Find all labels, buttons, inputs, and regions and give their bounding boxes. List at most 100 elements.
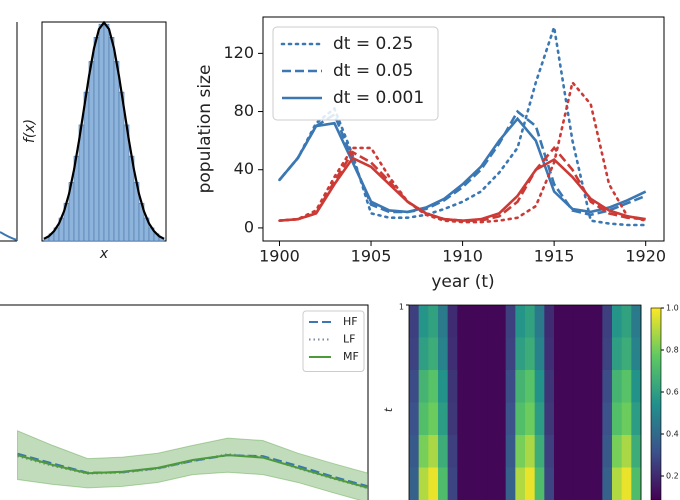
colorbar-tick-label: 0.4 — [666, 430, 679, 439]
heatmap-cell — [486, 337, 497, 371]
confidence-band — [17, 430, 368, 500]
legend-label: LF — [343, 333, 355, 346]
heatmap-cell — [418, 370, 429, 403]
x-tick-label: 1900 — [259, 247, 300, 266]
heatmap-cell — [554, 435, 565, 468]
heatmap-cell — [418, 337, 429, 371]
x-label: x — [99, 246, 109, 262]
heatmap-cell — [631, 467, 642, 500]
heatmap-cell — [438, 467, 449, 500]
heatmap-cell — [554, 337, 565, 371]
heatmap-cell — [612, 435, 623, 468]
legend-label: dt = 0.001 — [333, 88, 424, 108]
heatmap-cell — [438, 370, 449, 403]
heatmap-cell — [544, 435, 555, 468]
heatmap-cell — [409, 435, 420, 468]
heatmap-cell — [457, 402, 468, 436]
x-label: year (t) — [431, 272, 494, 292]
bar — [113, 61, 120, 242]
heatmap-cell — [496, 435, 507, 468]
heatmap-cell — [602, 305, 613, 338]
heatmap-cell — [631, 305, 642, 338]
heatmap-cell — [525, 305, 536, 338]
heatmap-cell — [621, 467, 632, 500]
heatmap-cell — [563, 305, 574, 338]
heatmap-cell — [602, 402, 613, 436]
heatmap-cell — [418, 467, 429, 500]
heatmap-frame — [408, 304, 642, 500]
heatmap-cell — [583, 337, 594, 371]
bar — [103, 23, 110, 242]
heatmap-cell — [476, 337, 487, 371]
heatmap-cell — [496, 370, 507, 403]
heatmap-cell — [525, 337, 536, 371]
heatmap-cell — [525, 370, 536, 403]
density-curve — [43, 20, 165, 240]
heatmap-cell — [505, 305, 516, 338]
heatmap-cell — [467, 467, 478, 500]
y-tick-label: 80 — [234, 101, 254, 120]
heatmap-cell — [592, 305, 603, 338]
heatmap-cell — [612, 467, 623, 500]
y-tick-label: 40 — [234, 159, 254, 178]
heatmap-cell — [476, 305, 487, 338]
heatmap-cell — [428, 337, 439, 371]
colorbar-tick-label: 0.2 — [666, 472, 679, 481]
heatmap-cell — [409, 370, 420, 403]
gp-frame — [0, 304, 369, 500]
heatmap-cell — [515, 435, 526, 468]
heatmap-cell — [631, 435, 642, 468]
heatmap-cell — [505, 337, 516, 371]
heatmap-cell — [447, 435, 458, 468]
heatmap-cell — [563, 370, 574, 403]
heatmap-cell — [621, 402, 632, 436]
heatmap-cell — [612, 305, 623, 338]
heatmap-cell — [505, 435, 516, 468]
heatmap-cell — [418, 435, 429, 468]
heatmap-cell — [515, 337, 526, 371]
heatmap-cell — [428, 370, 439, 403]
heatmap-cell — [631, 337, 642, 371]
heatmap-cell — [592, 402, 603, 436]
heatmap-cell — [631, 370, 642, 403]
series-line — [278, 116, 647, 214]
heatmap-cell — [467, 435, 478, 468]
heatmap-cell — [583, 435, 594, 468]
colorbar-tick-label: 0.6 — [666, 388, 679, 397]
heatmap-cell — [457, 435, 468, 468]
heatmap-cell — [457, 305, 468, 338]
heatmap-cell — [544, 305, 555, 338]
heatmap-cell — [525, 467, 536, 500]
heatmap-cell — [554, 370, 565, 403]
heatmap-cell — [563, 467, 574, 500]
heatmap-cell — [428, 467, 439, 500]
heatmap-cell — [563, 435, 574, 468]
heatmap-cell — [409, 467, 420, 500]
heatmap-cell — [447, 467, 458, 500]
heatmap-cell — [563, 402, 574, 436]
y-label: f(x) — [22, 119, 38, 143]
heatmap-cell — [428, 435, 439, 468]
pop-frame — [262, 16, 665, 242]
heatmap-cell — [534, 435, 545, 468]
series-line — [279, 156, 646, 222]
legend-label: HF — [343, 315, 358, 328]
series-line — [278, 79, 647, 224]
heatmap-cell — [505, 467, 516, 500]
heatmap-cell — [457, 370, 468, 403]
heatmap-cell — [496, 337, 507, 371]
heatmap-cell — [515, 370, 526, 403]
heatmap-cell — [515, 402, 526, 436]
bar — [93, 37, 100, 242]
heatmap-cell — [486, 467, 497, 500]
heatmap-cell — [612, 337, 623, 371]
heatmap-cell — [554, 305, 565, 338]
heatmap-cell — [496, 305, 507, 338]
heatmap-cell — [583, 467, 594, 500]
bar — [118, 91, 125, 242]
heatmap-cell — [621, 305, 632, 338]
colorbar-tick-label: 0.8 — [666, 346, 679, 355]
heatmap-cell — [544, 467, 555, 500]
heatmap-cell — [409, 337, 420, 371]
